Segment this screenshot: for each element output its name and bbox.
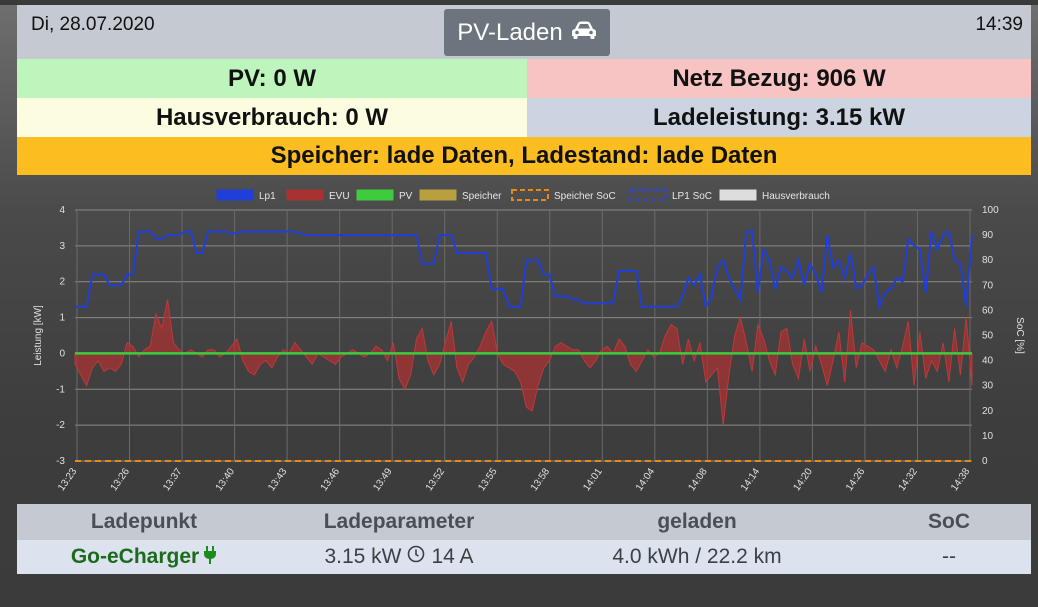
chargepoint-label: Go-eCharger (70, 545, 200, 568)
y2-tick-label: 40 (982, 356, 994, 367)
chargepoint-name[interactable]: Go-eCharger (17, 540, 271, 574)
legend-swatch (719, 189, 757, 201)
legend-label: PV (399, 191, 413, 202)
x-tick-label: 13:43 (266, 466, 290, 493)
ladeleistung-status: Ladeleistung: 3.15 kW (527, 98, 1031, 137)
car-icon (571, 19, 597, 47)
top-strip (0, 0, 1038, 5)
x-tick-label: 13:52 (424, 466, 448, 493)
charge-mode-label: PV-Laden (457, 18, 563, 46)
geladen-value: 4.0 kWh / 22.2 km (612, 545, 782, 568)
status-row-3: Speicher: lade Daten, Ladestand: lade Da… (17, 137, 1031, 175)
legend-label: Speicher (462, 191, 502, 202)
header-geladen: geladen (657, 510, 737, 533)
x-tick-label: 14:20 (792, 466, 816, 493)
plug-icon (203, 545, 217, 569)
y2-axis-label: SoC [%] (1014, 317, 1025, 354)
soc-value: -- (942, 545, 956, 568)
y-tick-label: 3 (59, 241, 65, 252)
y2-tick-label: 70 (982, 280, 994, 291)
series-evu (74, 299, 973, 426)
legend-swatch (286, 189, 324, 201)
x-tick-label: 13:37 (161, 466, 185, 493)
x-tick-label: 13:58 (529, 466, 553, 493)
x-tick-label: 13:26 (109, 466, 133, 493)
x-tick-label: 13:55 (476, 466, 500, 493)
x-tick-label: 13:23 (56, 466, 80, 493)
x-tick-label: 13:49 (371, 466, 395, 493)
header-soc: SoC (928, 510, 970, 533)
y2-tick-label: 100 (982, 205, 999, 216)
y-tick-label: 2 (59, 277, 65, 288)
legend-swatch (356, 189, 394, 201)
series-lp1 (75, 229, 973, 311)
x-tick-label: 13:46 (319, 466, 343, 493)
y2-tick-label: 50 (982, 331, 994, 342)
header-ladeparameter: Ladeparameter (323, 510, 475, 533)
table-header: Ladepunkt Ladeparameter geladen SoC (17, 504, 1031, 540)
header-ladepunkt: Ladepunkt (90, 510, 198, 533)
speicher-status: Speicher: lade Daten, Ladestand: lade Da… (17, 137, 1031, 175)
x-tick-label: 14:04 (634, 466, 658, 493)
y-tick-label: 0 (59, 348, 65, 359)
y2-tick-label: 90 (982, 230, 994, 241)
x-tick-label: 14:01 (581, 466, 605, 493)
chargepoint-table: Ladepunkt Ladeparameter geladen SoC Go-e… (17, 504, 1031, 574)
y-tick-label: 4 (59, 205, 65, 216)
charge-mode-button[interactable]: PV-Laden (444, 9, 610, 56)
legend-swatch (216, 189, 254, 201)
status-row-2: Hausverbrauch: 0 W Ladeleistung: 3.15 kW (17, 98, 1031, 137)
y-axis-label: Leistung [kW] (33, 305, 44, 366)
y2-tick-label: 20 (982, 406, 994, 417)
x-tick-label: 14:38 (949, 466, 973, 493)
legend-swatch (419, 189, 457, 201)
status-row-1: PV: 0 W Netz Bezug: 906 W (17, 59, 1031, 98)
legend-swatch (511, 189, 549, 201)
y2-tick-label: 30 (982, 381, 994, 392)
ladeparameter-cell: 3.15 kW 14 A (271, 540, 527, 574)
x-tick-label: 14:26 (844, 466, 868, 493)
charge-power-value: 3.15 kW (324, 545, 402, 568)
legend-label: LP1 SoC (672, 191, 712, 202)
legend-label: Speicher SoC (554, 191, 616, 202)
legend-label: Lp1 (259, 191, 276, 202)
legend-label: EVU (329, 191, 350, 202)
y2-tick-label: 80 (982, 255, 994, 266)
legend-swatch (629, 189, 667, 201)
table-row: Go-eCharger 3.15 kW 14 A 4.0 kWh / 22.2 … (17, 540, 1031, 574)
hausverbrauch-status: Hausverbrauch: 0 W (17, 98, 527, 137)
clock-icon (407, 545, 425, 569)
date-label: Di, 28.07.2020 (31, 14, 155, 35)
x-tick-label: 14:32 (897, 466, 921, 493)
x-tick-label: 14:08 (686, 466, 710, 493)
time-label: 14:39 (975, 14, 1023, 35)
pv-status: PV: 0 W (17, 59, 527, 98)
y-tick-label: -3 (56, 456, 65, 467)
power-chart: 4 3 2 1 0 -1 -2 -3 100 90 80 70 60 50 40 30 20 10 0 13:23 13… (17, 178, 1031, 500)
charge-current-value: 14 A (431, 545, 474, 568)
y2-tick-label: 60 (982, 305, 994, 316)
y-tick-label: -2 (56, 420, 65, 431)
netz-status: Netz Bezug: 906 W (527, 59, 1031, 98)
y-tick-label: -1 (56, 384, 65, 395)
y2-tick-label: 10 (982, 431, 994, 442)
x-tick-label: 13:40 (214, 466, 238, 493)
y2-tick-label: 0 (982, 456, 988, 467)
header: Di, 28.07.2020 PV-Laden 14:39 (17, 5, 1031, 59)
y-tick-label: 1 (59, 313, 65, 324)
legend-label: Hausverbrauch (762, 191, 830, 202)
x-tick-label: 14:14 (739, 466, 763, 493)
